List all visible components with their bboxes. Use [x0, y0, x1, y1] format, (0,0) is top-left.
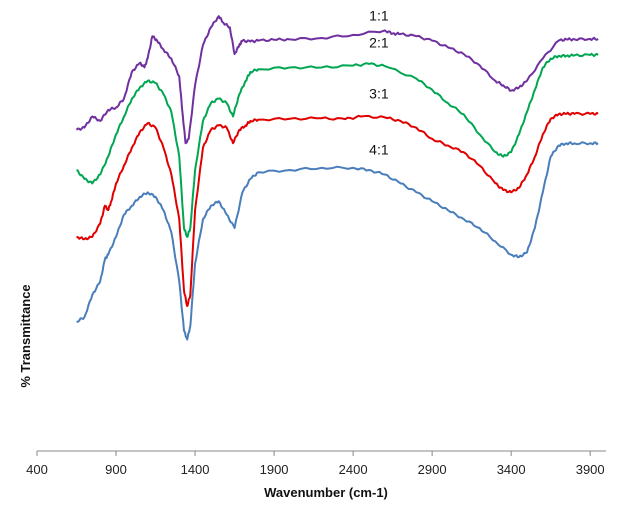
x-tick-label-4: 2400 [339, 462, 368, 477]
series-labels: 1:1 2:1 3:1 4:1 [369, 8, 389, 158]
series-line-3-1 [76, 111, 599, 308]
x-tick-label-3: 1900 [260, 462, 289, 477]
series-line-1-1 [75, 15, 599, 145]
series-label-4-1: 4:1 [369, 141, 389, 157]
series-label-1-1: 1:1 [369, 8, 389, 24]
x-tick-label-1: 900 [105, 462, 127, 477]
series-label-3-1: 3:1 [369, 86, 389, 102]
series-line-4-1 [76, 141, 599, 341]
x-tick-label-7: 3900 [576, 462, 605, 477]
y-axis-title: % Transmittance [18, 284, 33, 387]
x-tick-labels: 400 900 1400 1900 2400 2900 3400 3900 [26, 462, 605, 477]
series-label-2-1: 2:1 [369, 34, 389, 50]
x-tick-label-5: 2900 [418, 462, 447, 477]
series-line-2-1 [76, 52, 599, 238]
x-tick-label-2: 1400 [181, 462, 210, 477]
x-tick-label-6: 3400 [497, 462, 526, 477]
x-tick-label-0: 400 [26, 462, 48, 477]
x-axis-title: Wavenumber (cm-1) [264, 485, 388, 500]
x-ticks [36, 451, 591, 456]
series-lines [75, 15, 599, 341]
